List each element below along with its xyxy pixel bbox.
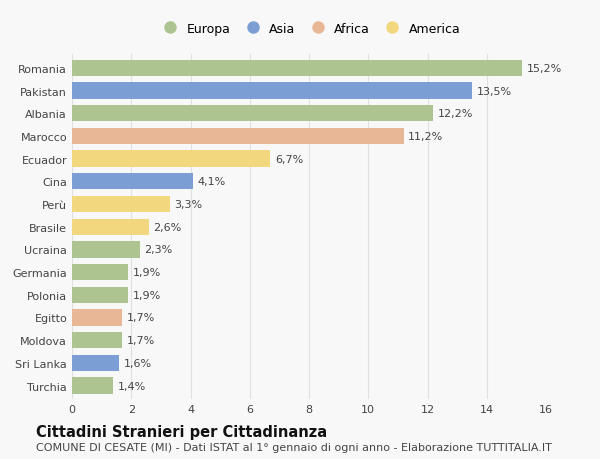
Text: 4,1%: 4,1% — [198, 177, 226, 187]
Text: 13,5%: 13,5% — [476, 86, 512, 96]
Bar — [72, 174, 193, 190]
Text: 1,9%: 1,9% — [133, 268, 161, 278]
Text: Cittadini Stranieri per Cittadinanza: Cittadini Stranieri per Cittadinanza — [36, 425, 327, 440]
Bar — [72, 61, 522, 77]
Text: 1,9%: 1,9% — [133, 290, 161, 300]
Text: 1,7%: 1,7% — [127, 313, 155, 323]
Bar — [72, 332, 122, 348]
Text: 1,6%: 1,6% — [124, 358, 152, 368]
Text: 12,2%: 12,2% — [438, 109, 473, 119]
Text: 11,2%: 11,2% — [408, 132, 443, 142]
Bar — [72, 287, 128, 303]
Text: 6,7%: 6,7% — [275, 154, 303, 164]
Bar — [72, 129, 404, 145]
Bar — [72, 378, 113, 394]
Bar — [72, 106, 433, 122]
Legend: Europa, Asia, Africa, America: Europa, Asia, Africa, America — [155, 20, 463, 38]
Bar — [72, 83, 472, 100]
Bar — [72, 310, 122, 326]
Text: 1,7%: 1,7% — [127, 336, 155, 346]
Text: COMUNE DI CESATE (MI) - Dati ISTAT al 1° gennaio di ogni anno - Elaborazione TUT: COMUNE DI CESATE (MI) - Dati ISTAT al 1°… — [36, 442, 552, 452]
Text: 3,3%: 3,3% — [174, 200, 202, 210]
Text: 15,2%: 15,2% — [527, 64, 562, 73]
Text: 2,3%: 2,3% — [145, 245, 173, 255]
Text: 1,4%: 1,4% — [118, 381, 146, 391]
Bar — [72, 219, 149, 235]
Bar — [72, 355, 119, 371]
Bar — [72, 264, 128, 280]
Text: 2,6%: 2,6% — [154, 222, 182, 232]
Bar — [72, 196, 170, 213]
Bar — [72, 151, 271, 168]
Bar — [72, 242, 140, 258]
